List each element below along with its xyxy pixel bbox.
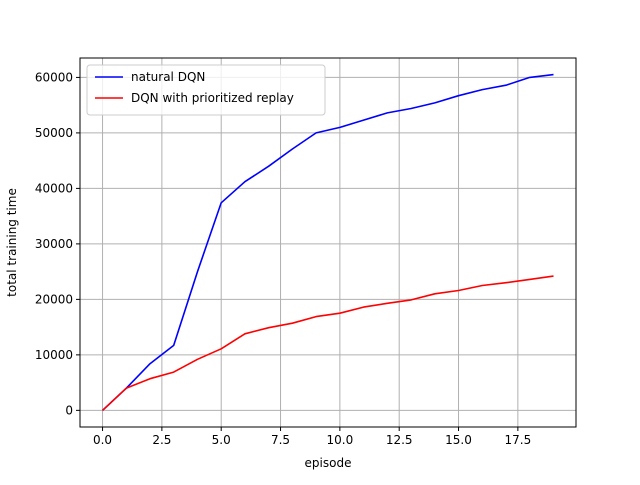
x-axis-ticks: 0.0 2.5 5.0 7.5 10.0 12.5 15.0 17.5 [93,427,531,447]
y-axis-label: total training time [5,188,19,297]
x-tick-label: 15.0 [445,433,472,447]
y-tick-label: 0 [65,403,73,417]
series-line-natural-dqn [101,73,554,411]
legend-label: natural DQN [131,70,205,84]
legend: natural DQN DQN with prioritized replay [86,64,326,116]
legend-label: DQN with prioritized replay [131,91,294,105]
y-axis-ticks: 0 10000 20000 30000 40000 50000 60000 [35,70,80,417]
x-tick-label: 0.0 [93,433,112,447]
series-layer [101,73,554,411]
grid [80,58,576,427]
plot-frame [79,57,577,428]
x-tick-label: 2.5 [152,433,171,447]
y-tick-label: 60000 [35,70,73,84]
x-axis-label: episode [305,456,352,470]
y-tick-label: 50000 [35,126,73,140]
x-tick-label: 12.5 [386,433,413,447]
y-tick-label: 30000 [35,237,73,251]
y-tick-label: 40000 [35,181,73,195]
legend-box [86,64,326,116]
x-tick-label: 10.0 [327,433,354,447]
legend-items: natural DQN DQN with prioritized replay [95,70,294,105]
x-tick-label: 7.5 [271,433,290,447]
series-line-dqn-with-prioritized-replay [101,275,554,411]
x-tick-label: 17.5 [504,433,531,447]
y-tick-label: 10000 [35,348,73,362]
x-tick-label: 5.0 [212,433,231,447]
y-tick-label: 20000 [35,292,73,306]
